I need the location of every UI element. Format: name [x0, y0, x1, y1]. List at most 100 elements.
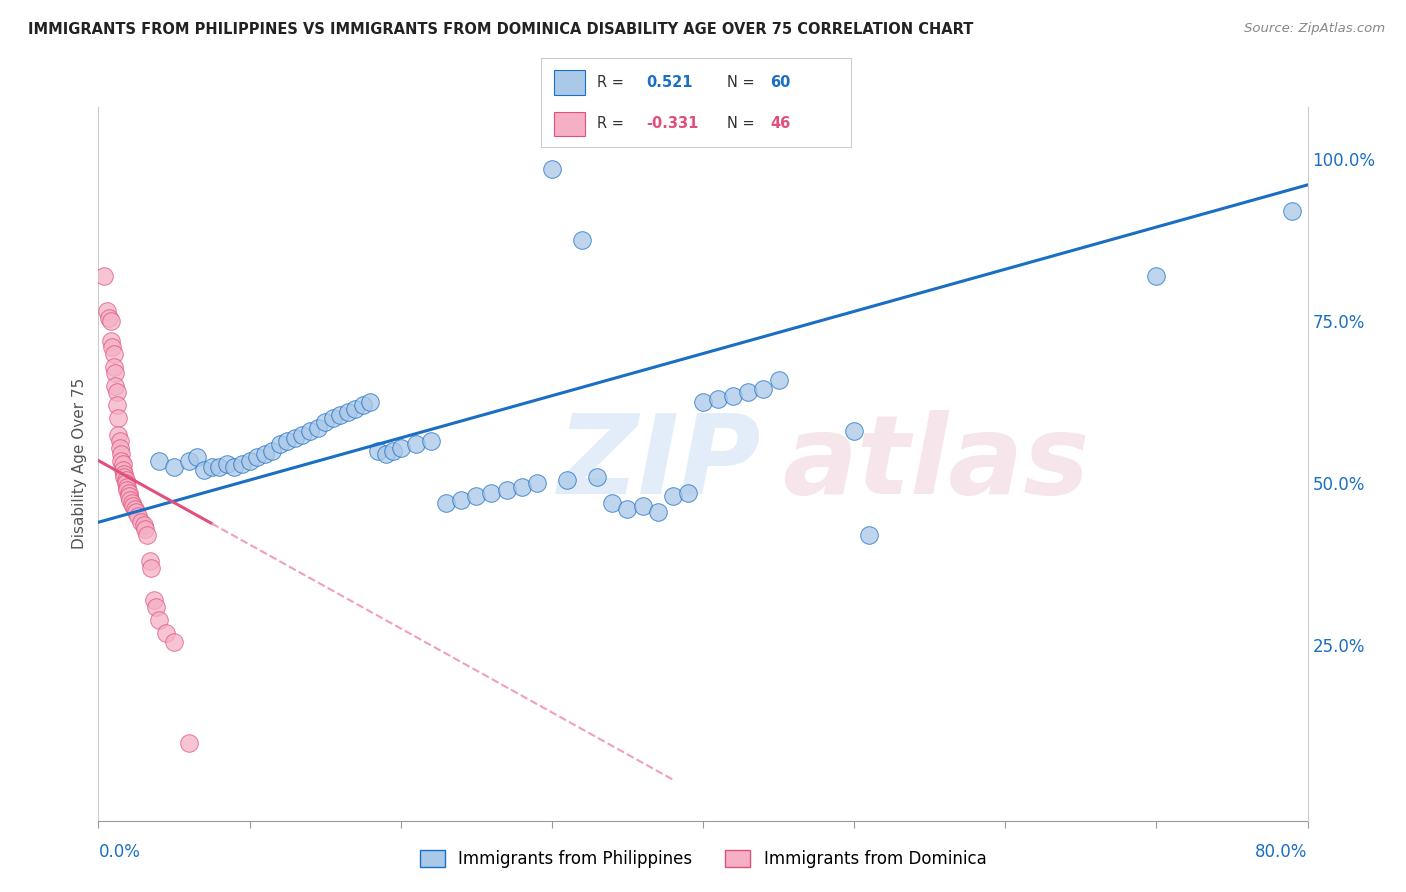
Point — [135, 528, 157, 542]
Point — [148, 453, 170, 467]
Point — [93, 268, 115, 283]
Point — [132, 518, 155, 533]
Point — [108, 434, 131, 449]
Point — [120, 492, 142, 507]
Point — [145, 599, 167, 614]
Point — [352, 399, 374, 413]
Text: R =: R = — [598, 76, 628, 90]
Text: -0.331: -0.331 — [647, 117, 699, 131]
Point — [118, 486, 141, 500]
Point — [155, 625, 177, 640]
Point — [104, 379, 127, 393]
Point — [434, 496, 457, 510]
Point — [1281, 203, 1303, 218]
Point — [571, 233, 593, 247]
Point — [201, 460, 224, 475]
Point — [143, 593, 166, 607]
Point — [844, 425, 866, 439]
Point — [111, 463, 134, 477]
FancyBboxPatch shape — [554, 112, 585, 136]
Text: 0.0%: 0.0% — [98, 843, 141, 861]
Point — [103, 346, 125, 360]
Point — [114, 476, 136, 491]
Point — [737, 385, 759, 400]
Point — [124, 502, 146, 516]
Point — [139, 554, 162, 568]
Text: 0.521: 0.521 — [647, 76, 693, 90]
Point — [707, 392, 730, 406]
Point — [163, 460, 186, 475]
Point — [103, 359, 125, 374]
Point — [111, 457, 134, 471]
Point — [389, 441, 412, 455]
Point — [676, 486, 699, 500]
Point — [405, 437, 427, 451]
Point — [224, 460, 246, 475]
Point — [360, 395, 382, 409]
Point — [112, 470, 135, 484]
Point — [1144, 268, 1167, 283]
Point — [540, 161, 562, 176]
Text: 46: 46 — [770, 117, 790, 131]
Point — [555, 473, 578, 487]
Point — [253, 447, 276, 461]
Point — [374, 447, 396, 461]
Point — [465, 489, 488, 503]
Point — [141, 560, 163, 574]
Point — [186, 450, 208, 465]
Point — [179, 453, 201, 467]
Point — [631, 499, 654, 513]
FancyBboxPatch shape — [554, 70, 585, 95]
Point — [110, 453, 132, 467]
Point — [322, 411, 344, 425]
Point — [114, 473, 136, 487]
Point — [112, 467, 135, 481]
Text: R =: R = — [598, 117, 628, 131]
Point — [299, 425, 322, 439]
Point — [526, 476, 548, 491]
Point — [105, 385, 128, 400]
Point — [329, 408, 352, 422]
Point — [107, 427, 129, 442]
Point — [752, 382, 775, 396]
Point — [723, 389, 745, 403]
Text: IMMIGRANTS FROM PHILIPPINES VS IMMIGRANTS FROM DOMINICA DISABILITY AGE OVER 75 C: IMMIGRANTS FROM PHILIPPINES VS IMMIGRANT… — [28, 22, 973, 37]
Point — [129, 515, 152, 529]
Y-axis label: Disability Age Over 75: Disability Age Over 75 — [72, 378, 87, 549]
Point — [662, 489, 685, 503]
Point — [510, 479, 533, 493]
Point — [163, 635, 186, 649]
Point — [134, 522, 156, 536]
Point — [495, 483, 517, 497]
Point — [215, 457, 238, 471]
Point — [616, 502, 638, 516]
Text: ZIP: ZIP — [558, 410, 762, 517]
Point — [291, 427, 314, 442]
Point — [118, 489, 141, 503]
Point — [115, 483, 138, 497]
Point — [382, 443, 405, 458]
Point — [768, 372, 790, 386]
Point — [344, 401, 367, 416]
Point — [239, 453, 262, 467]
Point — [110, 447, 132, 461]
Point — [100, 314, 122, 328]
Point — [586, 470, 609, 484]
Point — [108, 441, 131, 455]
Point — [314, 415, 336, 429]
Point — [246, 450, 269, 465]
Point — [115, 479, 138, 493]
Point — [98, 310, 121, 325]
Legend: Immigrants from Philippines, Immigrants from Dominica: Immigrants from Philippines, Immigrants … — [413, 843, 993, 875]
Point — [284, 431, 307, 445]
Point — [858, 528, 880, 542]
Point — [179, 736, 201, 750]
Text: 60: 60 — [770, 76, 790, 90]
Point — [269, 437, 291, 451]
Text: Source: ZipAtlas.com: Source: ZipAtlas.com — [1244, 22, 1385, 36]
Point — [105, 399, 128, 413]
Point — [367, 443, 389, 458]
Point — [125, 506, 148, 520]
Point — [276, 434, 298, 449]
Point — [307, 421, 329, 435]
